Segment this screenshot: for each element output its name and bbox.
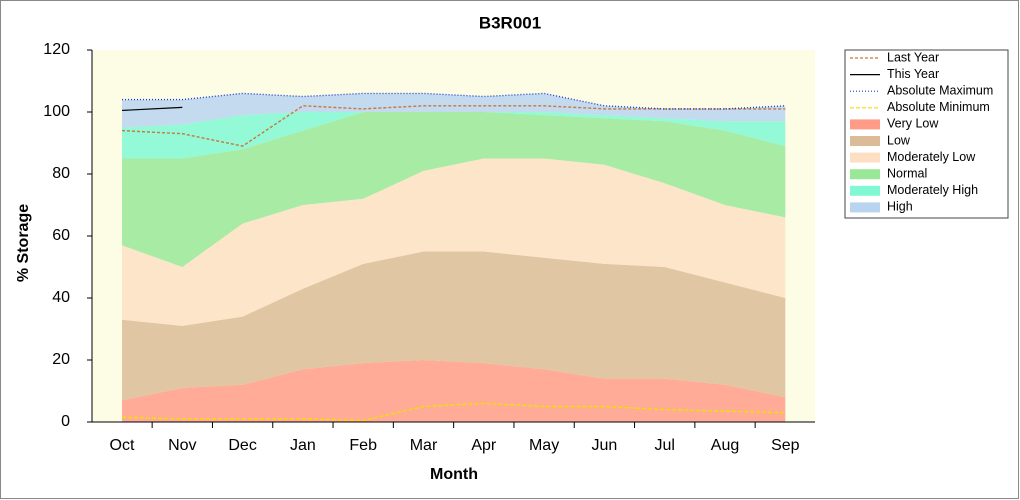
series-line bbox=[121, 402, 786, 422]
x-tick-label: Sep bbox=[771, 437, 800, 454]
y-tick-label: 0 bbox=[61, 413, 70, 430]
legend-label: Moderately Low bbox=[887, 150, 976, 164]
band bbox=[122, 360, 786, 422]
x-axis-label: Month bbox=[430, 466, 478, 483]
y-tick-label: 100 bbox=[43, 103, 70, 120]
x-tick-label: Jan bbox=[290, 437, 316, 454]
chart-title: B3R001 bbox=[479, 13, 541, 32]
legend-swatch bbox=[850, 152, 880, 163]
x-tick-label: Apr bbox=[471, 437, 497, 454]
x-tick-label: Nov bbox=[168, 437, 196, 454]
legend-label: Absolute Minimum bbox=[887, 100, 990, 114]
legend-label: Very Low bbox=[887, 117, 939, 131]
legend-swatch bbox=[850, 202, 880, 213]
legend-entries: Last Year This Year Absolute Maximum Absolu… bbox=[850, 50, 993, 214]
series-line bbox=[121, 106, 183, 112]
legend-label: Absolute Maximum bbox=[887, 83, 993, 97]
legend-swatch bbox=[850, 119, 880, 130]
y-tick-label: 40 bbox=[52, 289, 70, 306]
y-tick-label: 20 bbox=[52, 351, 70, 368]
x-tick-label: Oct bbox=[110, 437, 135, 454]
legend-label: Moderately High bbox=[887, 183, 978, 197]
legend-swatch bbox=[850, 169, 880, 180]
band bbox=[122, 251, 786, 401]
bands bbox=[122, 93, 786, 422]
lines bbox=[121, 92, 786, 422]
x-tick-label: Feb bbox=[349, 437, 377, 454]
band bbox=[122, 158, 786, 326]
x-tick-label: Jun bbox=[592, 437, 618, 454]
legend-label: Last Year bbox=[887, 50, 939, 64]
x-tick-label: Jul bbox=[654, 437, 674, 454]
legend-label: Low bbox=[887, 133, 911, 147]
y-axis-label: % Storage bbox=[15, 204, 32, 282]
legend-label: High bbox=[887, 200, 913, 214]
band bbox=[122, 93, 786, 128]
y-tick-label: 60 bbox=[52, 227, 70, 244]
x-tick-label: May bbox=[529, 437, 559, 454]
band bbox=[122, 112, 786, 267]
series-line bbox=[121, 105, 786, 147]
x-tick-label: Dec bbox=[228, 437, 256, 454]
x-tick-label: Mar bbox=[410, 437, 438, 454]
legend-swatch bbox=[850, 136, 880, 146]
legend-swatch bbox=[850, 185, 880, 196]
band bbox=[122, 112, 786, 159]
x-tick-label: Aug bbox=[711, 437, 739, 454]
legend-label: This Year bbox=[887, 67, 939, 81]
y-tick-label: 80 bbox=[52, 165, 70, 182]
y-tick-label: 120 bbox=[43, 41, 70, 58]
legend-label: Normal bbox=[887, 166, 927, 180]
axes: 0 20 40 60 80 100 120 Oct Nov Dec Jan Feb Mar Apr May J… bbox=[43, 41, 815, 454]
